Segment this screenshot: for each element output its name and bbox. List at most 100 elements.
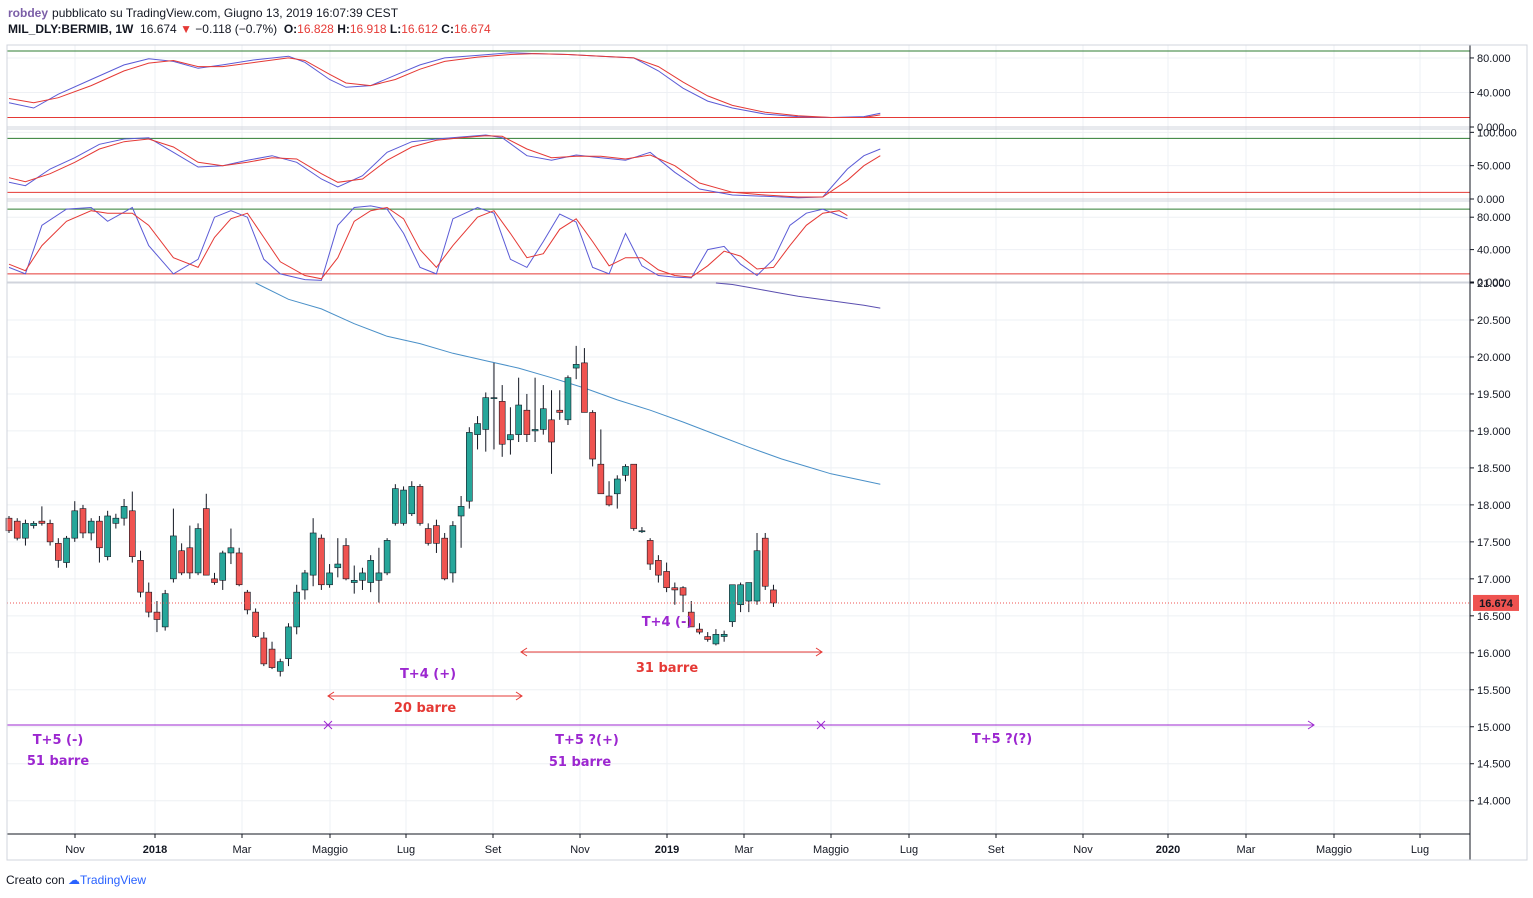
candle-body: [227, 547, 235, 554]
candle-body: [145, 591, 153, 613]
candle-body: [318, 537, 325, 586]
candle-body: [613, 478, 621, 495]
y-tick-label: 17.500: [1477, 537, 1511, 549]
publication-info: pubblicato su TradingView.com, Giugno 13…: [52, 6, 399, 20]
candle-body: [137, 560, 144, 593]
candle-body: [449, 525, 457, 574]
candle-body: [326, 572, 333, 586]
label-20-bars: 20 barre: [394, 701, 457, 716]
candle-body: [383, 540, 391, 574]
candle-body: [202, 508, 210, 576]
candle-body: [737, 584, 744, 606]
oscillator-panels: [6, 44, 1471, 283]
y-tick-label: 0.000: [1477, 277, 1505, 289]
candle-body: [745, 582, 753, 602]
candle-body: [655, 560, 662, 576]
down-triangle-icon: ▼: [180, 22, 192, 36]
annotations: T+4 (-) 31 barre T+4 (+) 20 barre T+5 (-…: [7, 615, 1315, 770]
y-tick-label: 16.500: [1477, 611, 1511, 623]
candle-body: [408, 486, 416, 515]
candle-body: [129, 510, 136, 557]
candle-body: [252, 611, 259, 637]
x-tick-label: Nov: [570, 844, 590, 856]
y-tick-label: 80.000: [1477, 53, 1511, 65]
candle-body: [416, 486, 424, 524]
candle-body: [219, 552, 227, 581]
candle-body: [112, 517, 120, 524]
oscillator3-k-line: [8, 205, 848, 281]
candle-body: [646, 540, 654, 565]
candle-body: [87, 520, 95, 534]
candle-body: [515, 404, 522, 435]
x-tick-label: Lug: [900, 844, 918, 856]
candle-body: [523, 409, 531, 435]
x-tick-label: Set: [988, 844, 1005, 856]
candle-body: [753, 550, 761, 602]
candle-body: [55, 543, 62, 561]
oscillator1-d-line: [8, 53, 881, 118]
candle-body: [342, 545, 350, 580]
label-t5-qq: T+5 ?(?): [972, 732, 1032, 747]
candle-body: [572, 364, 580, 369]
close-value: 16.674: [453, 22, 491, 36]
candle-body: [178, 550, 185, 574]
x-axis[interactable]: Nov 2018 Mar Maggio Lug Set Nov 2019 Mar Maggio Lu…: [6, 44, 1528, 861]
candle-body: [293, 591, 301, 628]
label-51-bars-a: 51 barre: [27, 754, 90, 769]
author-name[interactable]: robdey: [8, 6, 49, 20]
x-tick-label: Nov: [65, 844, 85, 856]
candle-body: [367, 560, 374, 583]
label-51-bars-b: 51 barre: [549, 755, 612, 770]
candle-body: [474, 423, 481, 435]
candle-body: [46, 523, 54, 543]
y-tick-label: 17.000: [1477, 574, 1511, 586]
symbol-legend: MIL_DLY:BERMIB, 1W 16.674 ▼ −0.118 (−0.7…: [8, 22, 491, 36]
candle-body: [630, 463, 638, 529]
candle-body: [359, 572, 366, 581]
y-tick-label: 18.000: [1477, 500, 1511, 512]
candle-body: [400, 489, 407, 524]
candle-body: [186, 547, 194, 574]
price-panel[interactable]: [5, 282, 1471, 835]
x-tick-label: 2020: [1156, 844, 1180, 856]
candle-body: [120, 506, 128, 519]
candle-body: [548, 419, 555, 443]
candle-body: [498, 401, 506, 445]
candle-body: [244, 591, 251, 611]
candle-body: [433, 525, 440, 544]
candle-body: [539, 408, 547, 430]
candle-body: [457, 506, 465, 517]
candle-body: [687, 611, 695, 628]
arrow-31-bars: [520, 647, 823, 657]
candle-body: [622, 466, 629, 476]
candle-body: [276, 661, 284, 672]
price-change: −0.118 (−0.7%): [195, 22, 278, 36]
y-tick-label: 19.000: [1477, 426, 1511, 438]
candle-body: [720, 634, 728, 637]
candle-body: [268, 648, 276, 668]
candle-body: [638, 530, 646, 533]
close-label: C:: [441, 22, 454, 36]
x-tick-label: Mar: [233, 844, 252, 856]
open-label: O:: [283, 22, 298, 36]
label-t5-q-plus: T+5 ?(+): [555, 733, 619, 748]
chart-outer-frame: [6, 44, 1528, 861]
y-tick-label: 16.000: [1477, 648, 1511, 660]
candle-body: [392, 488, 399, 524]
candle-body: [712, 634, 720, 645]
candle-body: [194, 528, 202, 574]
candle-body: [285, 626, 292, 660]
oscillator2-d-line: [8, 135, 881, 198]
y-axes[interactable]: 80.00040.0000.000100.00050.0000.00080.00…: [1470, 53, 1519, 808]
candle-body: [704, 636, 712, 640]
y-tick-label: 15.500: [1477, 685, 1511, 697]
y-tick-label: 20.000: [1477, 352, 1511, 364]
candle-body: [770, 589, 777, 604]
candle-body: [22, 523, 29, 539]
candle-body: [696, 628, 703, 633]
tradingview-link[interactable]: TradingView: [80, 873, 147, 887]
candle-body: [260, 637, 268, 665]
candle-body: [104, 515, 111, 557]
y-tick-label: 40.000: [1477, 87, 1511, 99]
